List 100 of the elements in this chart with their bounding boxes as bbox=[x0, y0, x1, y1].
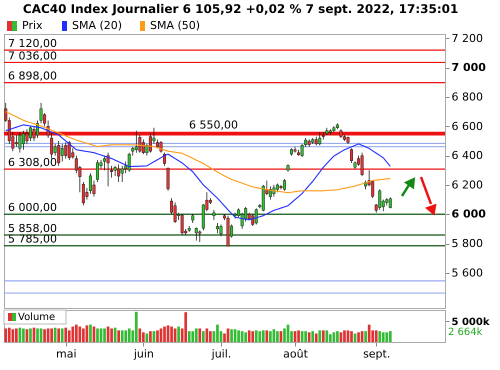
bar bbox=[269, 331, 272, 342]
y-tick-label: 6 400 bbox=[452, 149, 483, 162]
bar bbox=[96, 328, 99, 342]
bar bbox=[304, 331, 307, 342]
candlestick bbox=[388, 197, 392, 209]
y-tick-label: 5 000k bbox=[452, 316, 490, 328]
candlestick bbox=[60, 144, 64, 162]
bar bbox=[209, 331, 212, 342]
bar bbox=[188, 331, 191, 342]
bar bbox=[258, 331, 262, 342]
candlestick bbox=[300, 144, 304, 158]
ref-line-label: 7 120,00 bbox=[8, 37, 57, 50]
bar bbox=[388, 331, 392, 342]
bar bbox=[368, 324, 370, 342]
candlestick bbox=[18, 132, 22, 154]
bar bbox=[174, 328, 176, 342]
bar bbox=[385, 332, 388, 342]
candlestick bbox=[163, 152, 166, 166]
bar bbox=[364, 331, 367, 342]
bar bbox=[265, 330, 268, 342]
bar bbox=[332, 332, 336, 342]
bar bbox=[120, 330, 124, 342]
bar bbox=[360, 331, 364, 342]
bar bbox=[322, 330, 325, 342]
bar bbox=[32, 328, 36, 342]
x-tick-label: juil. bbox=[210, 348, 232, 360]
x-tick-label: juin bbox=[132, 348, 154, 360]
bar bbox=[89, 324, 92, 342]
x-tick-label: mai bbox=[56, 348, 76, 360]
candlestick bbox=[14, 134, 18, 148]
ref-line-label: 6 898,00 bbox=[8, 70, 57, 83]
bar bbox=[146, 333, 148, 342]
y-tick-label: 6 200 bbox=[452, 178, 483, 192]
bar bbox=[230, 329, 233, 342]
bar bbox=[15, 328, 18, 342]
bar bbox=[308, 332, 311, 342]
band-label: 6 550,00 bbox=[189, 118, 238, 132]
bar bbox=[325, 330, 328, 342]
bar bbox=[163, 326, 166, 342]
bar bbox=[262, 330, 265, 342]
bar bbox=[254, 330, 258, 342]
candlestick bbox=[134, 130, 138, 154]
bar bbox=[314, 333, 318, 342]
candlestick bbox=[57, 140, 60, 166]
x-tick-label: août bbox=[283, 348, 309, 360]
candlestick bbox=[378, 188, 382, 210]
bar bbox=[382, 332, 385, 342]
candlestick bbox=[212, 209, 216, 220]
bar bbox=[46, 328, 50, 342]
bar bbox=[234, 329, 236, 342]
candlestick bbox=[120, 166, 124, 182]
bar bbox=[177, 326, 180, 342]
candlestick bbox=[117, 164, 120, 182]
x-tick-label: sept. bbox=[363, 348, 390, 360]
bar bbox=[152, 331, 156, 342]
candlestick bbox=[28, 126, 32, 142]
chart-title: CAC40 Index Journalier 6 105,92 +0,02 % 7 sept. 2022, 17:35:01 bbox=[22, 2, 458, 16]
ref-line-label: 5 858,00 bbox=[8, 222, 57, 236]
bar bbox=[78, 326, 82, 342]
bar bbox=[357, 332, 360, 342]
candlestick bbox=[106, 152, 110, 187]
bar bbox=[71, 326, 74, 342]
bar bbox=[36, 328, 39, 342]
bar bbox=[248, 330, 251, 342]
bar bbox=[343, 330, 346, 342]
bar bbox=[272, 329, 276, 342]
candlestick bbox=[103, 155, 106, 171]
candlestick bbox=[240, 212, 244, 230]
bar bbox=[329, 334, 332, 342]
bar bbox=[240, 331, 244, 342]
bar bbox=[29, 328, 32, 342]
bar bbox=[191, 331, 194, 342]
bar bbox=[68, 330, 71, 342]
candlestick bbox=[254, 208, 258, 225]
ref-line-label: 6 000,00 bbox=[8, 201, 57, 214]
y-tick-label: 7 000 bbox=[452, 61, 486, 74]
candlestick bbox=[64, 142, 68, 159]
bar bbox=[170, 326, 173, 342]
bar bbox=[124, 330, 128, 342]
bar bbox=[346, 330, 350, 342]
candlestick bbox=[68, 140, 71, 160]
text: 2 664k bbox=[448, 326, 483, 338]
bar bbox=[318, 330, 322, 342]
bar bbox=[106, 326, 110, 342]
candlestick bbox=[82, 182, 85, 206]
bar bbox=[160, 328, 162, 342]
bar bbox=[11, 329, 14, 342]
y-tick-label: 7 200 bbox=[452, 32, 483, 45]
candlestick bbox=[166, 166, 170, 192]
bar bbox=[128, 328, 131, 342]
bar bbox=[134, 312, 138, 342]
y-tick-label: 6 000 bbox=[452, 208, 486, 221]
bar bbox=[280, 331, 282, 342]
bar bbox=[300, 331, 304, 342]
bar bbox=[276, 331, 279, 342]
candlestick bbox=[142, 139, 145, 154]
ref-line-label: 5 785,00 bbox=[8, 232, 57, 246]
bar bbox=[100, 328, 102, 342]
candlestick bbox=[318, 132, 322, 146]
bar bbox=[294, 331, 296, 342]
